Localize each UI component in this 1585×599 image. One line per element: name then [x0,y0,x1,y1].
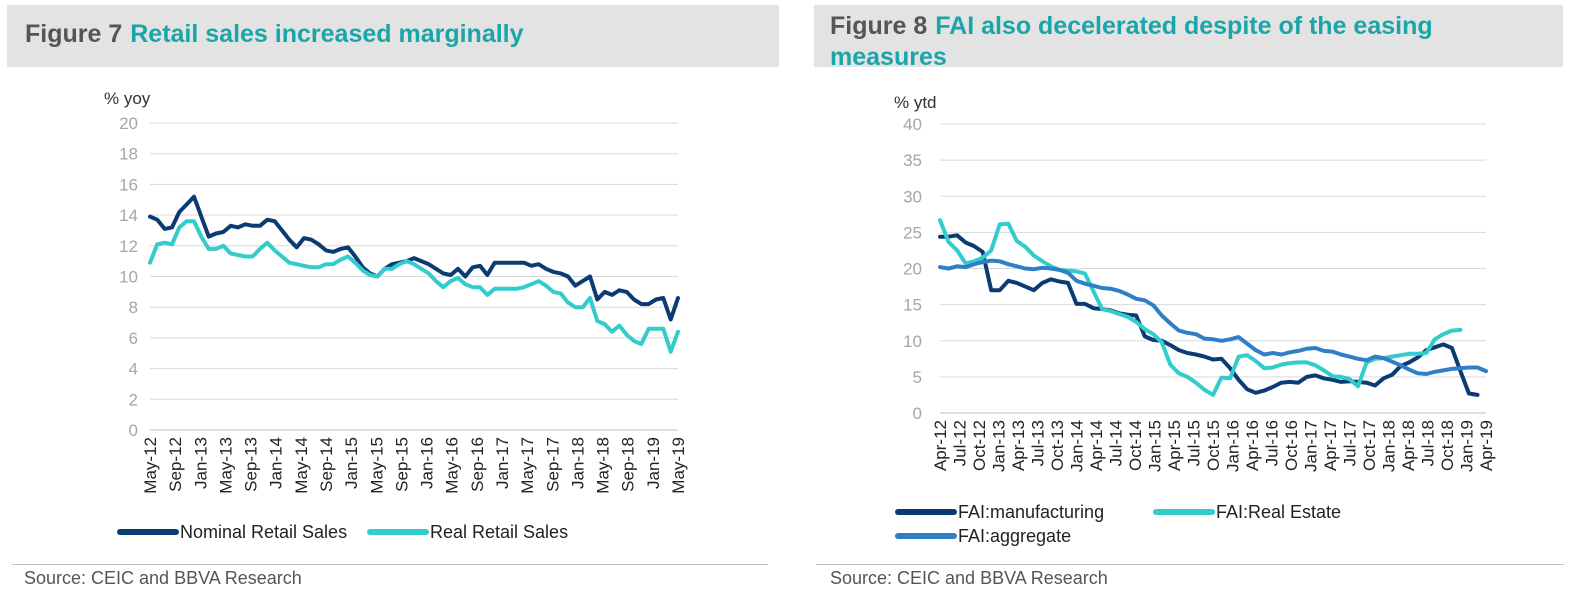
chart1-x-tick-label: Jan-14 [267,437,286,489]
chart1-series-nominal-retail-sales-line [148,194,680,322]
chart2-y-tick-label: 20 [903,260,922,279]
chart1-y-tick-label: 8 [129,298,138,317]
chart1-x-tick-label: May-14 [292,437,311,494]
chart1-y-tick-label: 0 [129,421,138,440]
chart1-legend-label-real-retail-sales: Real Retail Sales [430,522,568,542]
chart2-series-fai-manufacturing-line [938,233,1480,397]
figure-7-source-divider [12,564,768,565]
chart1-x-tick-label: Jan-16 [418,437,437,489]
chart1-x-tick-label: May-19 [669,437,688,494]
figure-8-title: FAI also decelerated despite of the easi… [830,12,1433,71]
chart2-x-tick-label: Apr-14 [1087,420,1106,471]
chart2-x-tick-label: Jul-15 [1185,420,1204,466]
figure-7-title-line: Figure 7 Retail sales increased marginall… [25,19,761,50]
chart1-x-tick-label: May-15 [367,437,386,494]
chart2-x-tick-label: Oct-18 [1438,420,1457,471]
chart2-x-tick-label: Oct-14 [1126,420,1145,471]
chart1-x-tick-label: May-13 [216,437,235,494]
chart2-legend-label-fai-real-estate: FAI:Real Estate [1216,502,1341,522]
chart2-x-tick-label: Apr-15 [1165,420,1184,471]
chart1-y-tick-label: 18 [119,145,138,164]
chart1-x-tick-label: Jan-13 [191,437,210,489]
chart1-y-tick-label: 14 [119,206,138,225]
chart2-x-tick-label: Oct-13 [1048,420,1067,471]
figure-8-header: Figure 8 FAI also decelerated despite of … [814,5,1563,71]
chart1-y-tick-label: 6 [129,329,138,348]
chart2-y-tick-label: 0 [913,404,922,423]
chart2-x-tick-label: Jul-12 [951,420,970,466]
figure-7-header: Figure 7 Retail sales increased marginall… [7,5,779,67]
chart1-x-tick-label: Sep-17 [543,437,562,492]
chart1-legend-label-nominal-retail-sales: Nominal Retail Sales [180,522,347,542]
chart1-x-tick-label: Sep-12 [166,437,185,492]
chart2-y-tick-label: 5 [913,368,922,387]
chart1-y-tick-label: 12 [119,237,138,256]
chart2-x-tick-label: Jul-16 [1263,420,1282,466]
chart1-x-tick-label: Jan-15 [342,437,361,489]
figure-8-source: Source: CEIC and BBVA Research [830,568,1108,588]
chart2-x-tick-label: Jan-15 [1146,420,1165,472]
figure-7-title: Retail sales increased marginally [130,20,524,48]
chart1-y-tick-label: 20 [119,114,138,133]
chart2-y-tick-label: 15 [903,296,922,315]
figure-8-number: Figure 8 [830,12,928,40]
chart1-series-real-retail-sales-line [148,219,680,354]
figure-8-title-line: Figure 8 FAI also decelerated despite of … [830,11,1547,73]
chart1-y-tick-label: 2 [129,390,138,409]
figure-7-source: Source: CEIC and BBVA Research [24,568,302,588]
chart2-y-tick-label: 30 [903,187,922,206]
chart2-x-tick-label: Jul-13 [1029,420,1048,466]
retail-sales-chart: % yoy 0 2 4 6 8 10 12 14 16 18 20 May-12 Sep-12 Jan-13… [104,89,688,542]
chart1-y-tick-label: 4 [129,360,138,379]
chart2-y-tick-label: 25 [903,223,922,242]
chart1-x-tick-label: May-16 [443,437,462,494]
chart1-x-tick-label: Sep-13 [242,437,261,492]
chart1-y-tick-label: 16 [119,175,138,194]
chart2-x-tick-label: Apr-16 [1243,420,1262,471]
chart1-x-tick-label: May-12 [141,437,160,494]
chart2-x-tick-label: Jan-13 [990,420,1009,472]
chart1-x-tick-label: Sep-18 [619,437,638,492]
chart2-legend-label-fai-manufacturing: FAI:manufacturing [958,502,1104,522]
chart2-x-tick-label: Jul-14 [1107,420,1126,466]
chart1-x-tick-label: May-17 [518,437,537,494]
chart2-x-tick-label: Apr-13 [1009,420,1028,471]
figure-7-number: Figure 7 [25,20,123,48]
figure-8-source-divider [816,564,1564,565]
chart2-x-tick-label: Apr-18 [1399,420,1418,471]
chart2-x-tick-label: Jan-18 [1380,420,1399,472]
chart1-y-axis-label: % yoy [104,89,151,108]
figure-8-panel: Figure 8 FAI also decelerated despite of … [812,0,1585,599]
chart2-x-tick-label: Oct-15 [1204,420,1223,471]
chart2-x-tick-label: Oct-16 [1282,420,1301,471]
chart2-x-tick-label: Jan-14 [1068,420,1087,472]
chart2-legend-label-fai-aggregate: FAI:aggregate [958,526,1071,546]
chart2-y-tick-label: 10 [903,332,922,351]
chart2-x-tick-label: Jan-19 [1458,420,1477,472]
chart1-x-tick-label: Sep-15 [392,437,411,492]
chart2-y-axis-label: % ytd [894,93,937,112]
chart2-x-tick-label: Jan-16 [1224,420,1243,472]
chart2-series-fai-aggregate-line [938,258,1488,376]
chart2-x-tick-label: Jul-18 [1419,420,1438,466]
chart1-x-tick-label: Sep-14 [317,437,336,492]
chart1-x-tick-label: Jan-19 [644,437,663,489]
chart2-x-tick-label: Oct-17 [1360,420,1379,471]
chart1-x-tick-label: Jan-18 [568,437,587,489]
chart2-y-tick-label: 35 [903,151,922,170]
chart2-series-fai-real-estate-line [938,218,1463,397]
chart2-y-tick-label: 40 [903,115,922,134]
chart1-x-tick-label: Sep-16 [468,437,487,492]
chart2-x-tick-label: Apr-12 [931,420,950,471]
chart2-x-tick-label: Apr-17 [1321,420,1340,471]
chart1-x-tick-label: Jan-17 [493,437,512,489]
chart2-x-tick-label: Apr-19 [1477,420,1496,471]
chart2-x-tick-label: Jul-17 [1341,420,1360,466]
chart1-x-tick-label: May-18 [594,437,613,494]
chart2-x-tick-label: Jan-17 [1302,420,1321,472]
chart2-x-tick-label: Oct-12 [970,420,989,471]
chart1-y-tick-label: 10 [119,268,138,287]
figure-7-panel: Figure 7 Retail sales increased marginall… [0,0,790,599]
